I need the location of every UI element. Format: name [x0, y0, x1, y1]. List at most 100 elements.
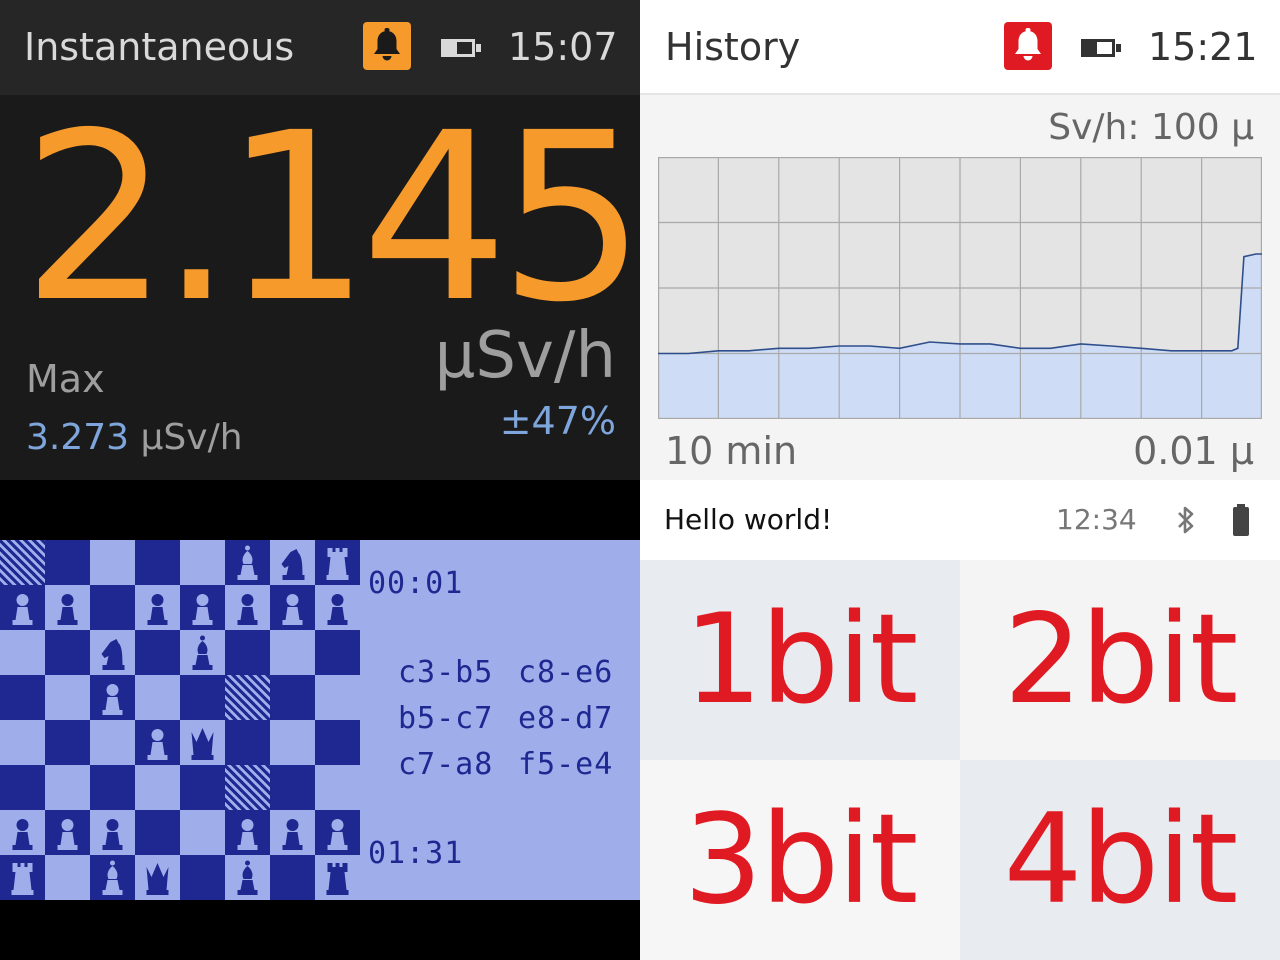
instantaneous-screen: Instantaneous 15:07 2.145 µSv/h Max 3.27…: [0, 0, 646, 480]
board-square[interactable]: [270, 720, 315, 765]
board-square[interactable]: [90, 630, 135, 675]
bishop-icon: [231, 544, 264, 581]
board-square[interactable]: [315, 855, 360, 900]
board-square[interactable]: [315, 630, 360, 675]
board-square[interactable]: [90, 675, 135, 720]
board-square[interactable]: [270, 630, 315, 675]
bell-icon[interactable]: [363, 22, 411, 70]
board-square[interactable]: [90, 720, 135, 765]
chart-area-fill: [658, 254, 1262, 419]
board-square[interactable]: [90, 855, 135, 900]
board-square[interactable]: [180, 720, 225, 765]
board-square[interactable]: [315, 540, 360, 585]
board-square[interactable]: [0, 675, 45, 720]
board-square[interactable]: [225, 810, 270, 855]
rook-icon: [321, 544, 354, 581]
bit-cell-2: 2bit: [960, 560, 1280, 760]
move-white-1: c3-b5: [398, 655, 494, 690]
board-square[interactable]: [0, 585, 45, 630]
board-square[interactable]: [135, 765, 180, 810]
pawn-icon: [51, 814, 84, 851]
board-square[interactable]: [180, 765, 225, 810]
status-time: 15:07: [508, 25, 618, 69]
board-square[interactable]: [315, 765, 360, 810]
board-square[interactable]: [270, 540, 315, 585]
timer-bottom: 01:31: [368, 836, 464, 871]
board-square[interactable]: [270, 585, 315, 630]
rook-icon: [321, 859, 354, 896]
board-square[interactable]: [90, 765, 135, 810]
board-square[interactable]: [135, 855, 180, 900]
pawn-icon: [6, 589, 39, 626]
board-square[interactable]: [135, 720, 180, 765]
board-square[interactable]: [315, 675, 360, 720]
board-square[interactable]: [45, 810, 90, 855]
board-square[interactable]: [225, 765, 270, 810]
board-square[interactable]: [180, 585, 225, 630]
board-square[interactable]: [45, 765, 90, 810]
board-square[interactable]: [0, 720, 45, 765]
board-square[interactable]: [45, 675, 90, 720]
bell-icon[interactable]: [1004, 22, 1052, 70]
knight-icon: [276, 544, 309, 581]
board-square[interactable]: [45, 630, 90, 675]
board-square[interactable]: [45, 855, 90, 900]
board-square[interactable]: [135, 585, 180, 630]
pawn-icon: [276, 814, 309, 851]
board-square[interactable]: [135, 675, 180, 720]
pawn-icon: [186, 589, 219, 626]
bishop-icon: [96, 859, 129, 896]
board-square[interactable]: [135, 540, 180, 585]
board-square[interactable]: [0, 810, 45, 855]
board-square[interactable]: [225, 540, 270, 585]
board-square[interactable]: [315, 585, 360, 630]
board-square[interactable]: [225, 855, 270, 900]
pawn-icon: [51, 589, 84, 626]
board-square[interactable]: [270, 810, 315, 855]
pawn-icon: [321, 589, 354, 626]
board-square[interactable]: [45, 720, 90, 765]
board-square[interactable]: [135, 630, 180, 675]
max-label: Max: [26, 357, 105, 401]
chess-board[interactable]: [0, 540, 360, 900]
board-square[interactable]: [225, 720, 270, 765]
move-black-2: e8-d7: [518, 701, 614, 736]
board-square[interactable]: [90, 540, 135, 585]
board-square[interactable]: [180, 630, 225, 675]
board-square[interactable]: [90, 585, 135, 630]
pawn-icon: [96, 814, 129, 851]
dose-rate-unit: µSv/h: [434, 319, 616, 393]
board-square[interactable]: [315, 810, 360, 855]
bishop-icon: [186, 634, 219, 671]
board-square[interactable]: [270, 765, 315, 810]
board-square[interactable]: [315, 720, 360, 765]
board-square[interactable]: [0, 540, 45, 585]
bit-depth-screen: Hello world! 12:34 1bit 2bit 3bit 4bit: [640, 480, 1280, 960]
board-square[interactable]: [270, 855, 315, 900]
board-square[interactable]: [45, 585, 90, 630]
board-square[interactable]: [135, 810, 180, 855]
board-square[interactable]: [225, 675, 270, 720]
board-square[interactable]: [0, 855, 45, 900]
confidence-value: ±47%: [499, 399, 616, 443]
bluetooth-icon: [1174, 504, 1198, 540]
board-square[interactable]: [270, 675, 315, 720]
pawn-icon: [141, 589, 174, 626]
battery-icon: [1080, 38, 1122, 62]
board-square[interactable]: [180, 810, 225, 855]
board-square[interactable]: [45, 540, 90, 585]
history-chart[interactable]: [658, 157, 1262, 419]
bishop-icon: [231, 859, 264, 896]
board-square[interactable]: [0, 630, 45, 675]
board-square[interactable]: [180, 540, 225, 585]
board-square[interactable]: [0, 765, 45, 810]
move-black-1: c8-e6: [518, 655, 614, 690]
move-white-2: b5-c7: [398, 701, 494, 736]
board-square[interactable]: [90, 810, 135, 855]
board-square[interactable]: [225, 630, 270, 675]
board-square[interactable]: [180, 855, 225, 900]
knight-icon: [96, 634, 129, 671]
pawn-icon: [321, 814, 354, 851]
board-square[interactable]: [225, 585, 270, 630]
board-square[interactable]: [180, 675, 225, 720]
